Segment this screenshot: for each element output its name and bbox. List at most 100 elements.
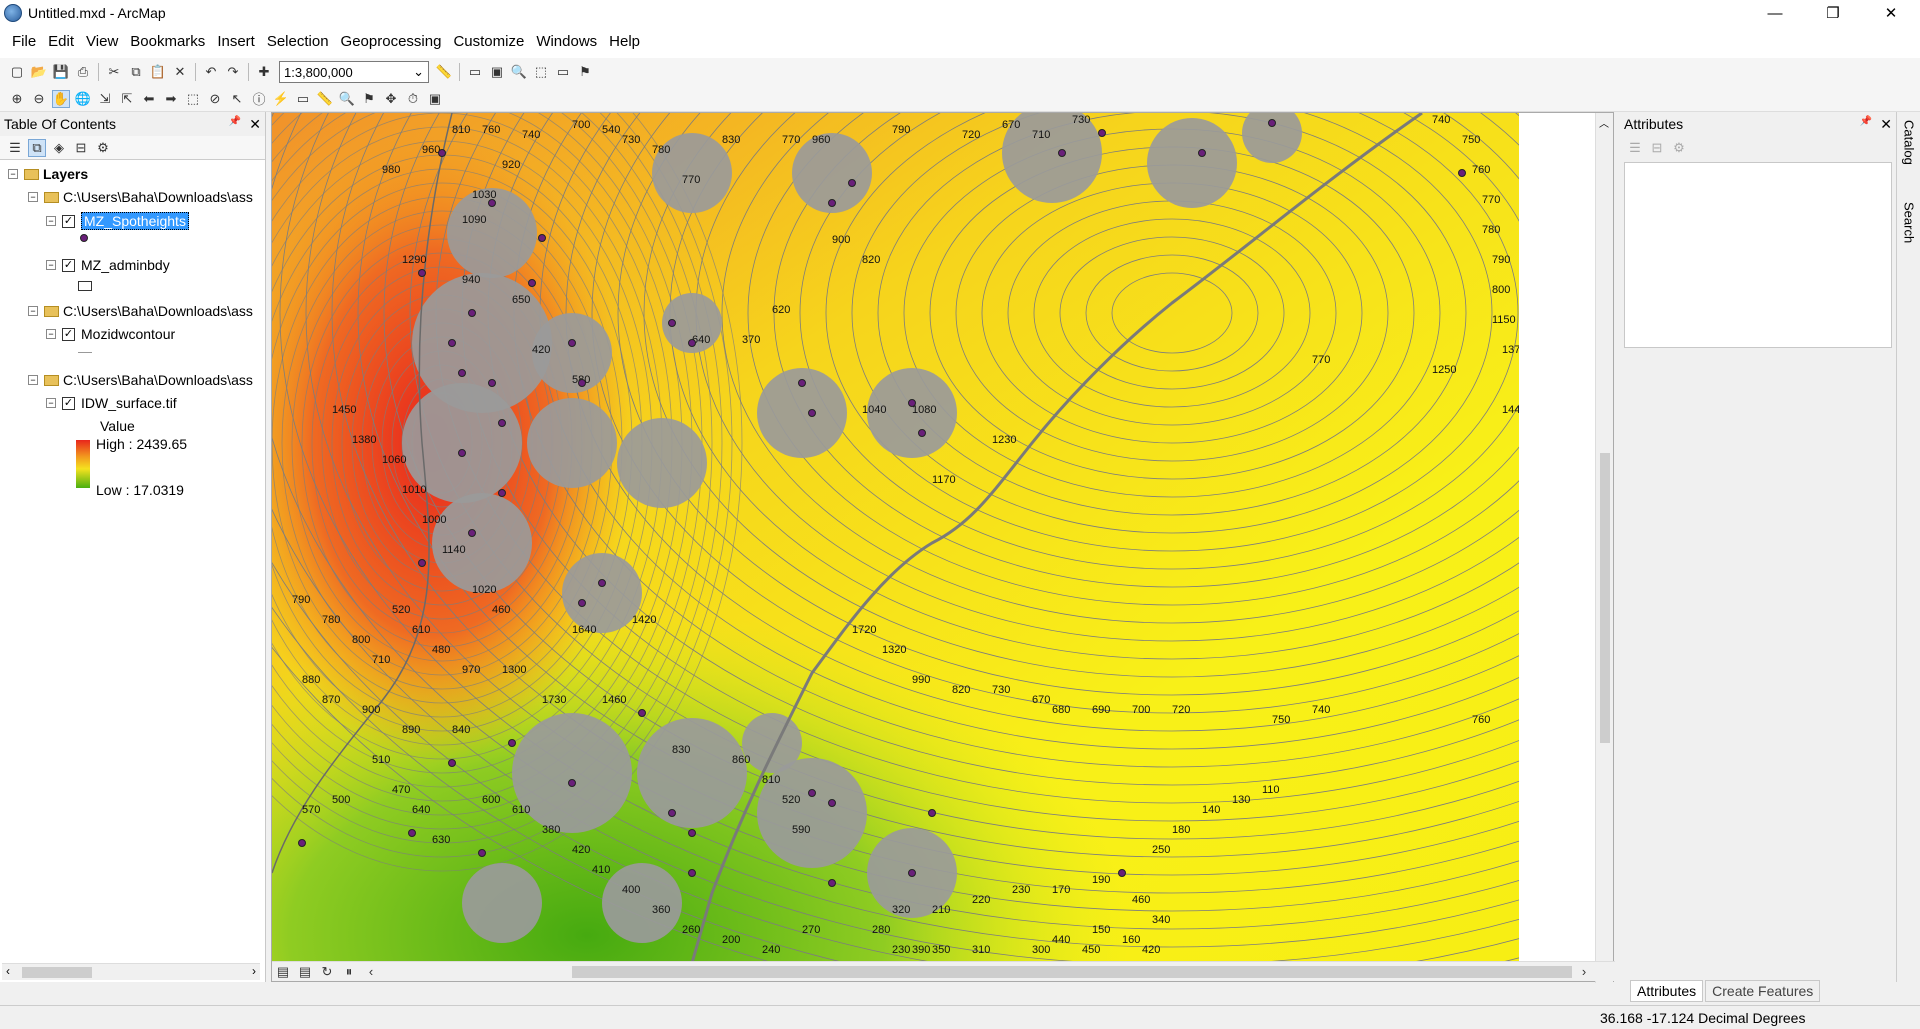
sort-attributes-icon[interactable]: ⊟: [1651, 140, 1663, 155]
source-folder-1[interactable]: − C:\Users\Baha\Downloads\ass: [28, 189, 253, 205]
scroll-left-icon[interactable]: ‹: [6, 964, 10, 978]
search-window-icon[interactable]: 🔍: [510, 64, 528, 79]
layer-name[interactable]: MZ_Spotheights: [81, 212, 189, 230]
scrollbar-thumb[interactable]: [572, 966, 1572, 978]
catalog-icon[interactable]: ▣: [490, 64, 504, 79]
layer-visibility-checkbox[interactable]: ✓: [62, 258, 75, 272]
attribute-options-icon[interactable]: ⚙: [1673, 140, 1685, 155]
zoom-out-icon[interactable]: ⊖: [33, 90, 45, 106]
hyperlink-icon[interactable]: ⚡: [272, 90, 290, 106]
menu-selection[interactable]: Selection: [266, 33, 329, 50]
measure-icon[interactable]: 📏: [316, 90, 334, 106]
map-view[interactable]: 980 960 810 760 740 920 1030 700 540 730 780 770 830…: [271, 112, 1615, 983]
collapse-icon[interactable]: −: [46, 260, 56, 270]
layout-view-icon[interactable]: ▤: [298, 963, 312, 979]
scroll-right-icon[interactable]: ›: [252, 964, 256, 978]
back-icon[interactable]: ⬅: [143, 90, 155, 106]
scrollbar-thumb[interactable]: [1600, 453, 1610, 743]
minimize-button[interactable]: —: [1767, 4, 1783, 22]
restore-button[interactable]: ❐: [1826, 5, 1840, 22]
modelbuilder-icon[interactable]: ⚑: [579, 64, 591, 79]
menu-customize[interactable]: Customize: [453, 33, 525, 50]
layers-root[interactable]: − Layers: [8, 166, 88, 182]
map-scale-dropdown[interactable]: 1:3,800,000 ⌄: [279, 61, 429, 83]
html-popup-icon[interactable]: ▭: [296, 90, 310, 106]
paste-icon[interactable]: 📋: [149, 64, 167, 79]
pan-icon[interactable]: ✋: [52, 89, 70, 108]
editor-icon[interactable]: 📏: [435, 64, 453, 79]
layer-name[interactable]: Mozidwcontour: [81, 326, 176, 342]
goto-xy-icon[interactable]: ✥: [385, 90, 397, 106]
scroll-up-icon[interactable]: ︿: [1599, 119, 1609, 130]
cut-icon[interactable]: ✂: [108, 64, 120, 79]
table-of-contents-icon[interactable]: ▭: [468, 64, 482, 79]
source-folder-2[interactable]: − C:\Users\Baha\Downloads\ass: [28, 303, 253, 319]
pin-icon[interactable]: 📌: [228, 115, 242, 127]
scroll-left-icon[interactable]: ‹: [368, 964, 374, 979]
line-symbol[interactable]: [78, 352, 92, 353]
collapse-icon[interactable]: −: [28, 375, 38, 385]
menu-view[interactable]: View: [86, 33, 119, 50]
point-symbol[interactable]: [80, 234, 88, 242]
menu-help[interactable]: Help: [609, 33, 641, 50]
list-by-selection-icon[interactable]: ⊟: [75, 139, 87, 155]
close-icon[interactable]: ✕: [249, 115, 261, 132]
layer-visibility-checkbox[interactable]: ✓: [62, 327, 75, 341]
source-folder-3[interactable]: − C:\Users\Baha\Downloads\ass: [28, 372, 253, 388]
collapse-icon[interactable]: −: [46, 329, 56, 339]
python-icon[interactable]: ▭: [556, 64, 570, 79]
layer-mz-spotheights[interactable]: − ✓ MZ_Spotheights: [46, 212, 189, 230]
fixed-zoom-in-icon[interactable]: ⇲: [99, 90, 111, 106]
pause-drawing-icon[interactable]: ⏸: [345, 963, 353, 979]
scrollbar-thumb[interactable]: [22, 967, 92, 978]
layer-mz-adminbdy[interactable]: − ✓ MZ_adminbdy: [46, 257, 170, 273]
data-view-icon[interactable]: ▤: [276, 963, 290, 979]
identify-icon[interactable]: ⓘ: [252, 92, 266, 107]
open-icon[interactable]: 📂: [30, 64, 48, 79]
close-button[interactable]: ✕: [1884, 5, 1898, 22]
attributes-tab[interactable]: Attributes: [1630, 980, 1704, 1002]
collapse-icon[interactable]: −: [8, 169, 18, 179]
create-features-tab[interactable]: Create Features: [1705, 980, 1821, 1002]
pin-icon[interactable]: 📌: [1859, 115, 1873, 127]
catalog-tab[interactable]: Catalog: [1899, 120, 1919, 165]
list-by-source-icon[interactable]: ⧉: [28, 138, 46, 157]
fixed-zoom-out-icon[interactable]: ⇱: [121, 90, 133, 106]
scroll-right-icon[interactable]: ›: [1581, 964, 1587, 979]
list-by-drawing-order-icon[interactable]: ☰: [9, 139, 21, 155]
delete-icon[interactable]: ✕: [174, 64, 186, 79]
toc-horizontal-scrollbar[interactable]: ‹ ›: [2, 963, 260, 980]
menu-windows[interactable]: Windows: [536, 33, 598, 50]
menu-geoprocessing[interactable]: Geoprocessing: [340, 33, 442, 50]
layer-mozidwcontour[interactable]: − ✓ Mozidwcontour: [46, 326, 175, 342]
layer-visibility-checkbox[interactable]: ✓: [62, 214, 75, 228]
refresh-icon[interactable]: ↻: [321, 963, 333, 979]
full-extent-icon[interactable]: 🌐: [74, 90, 92, 106]
layer-name[interactable]: IDW_surface.tif: [81, 395, 177, 411]
forward-icon[interactable]: ➡: [165, 90, 177, 106]
collapse-icon[interactable]: −: [28, 306, 38, 316]
find-icon[interactable]: 🔍: [338, 90, 356, 106]
map-vertical-scrollbar[interactable]: ︿ ﹀: [1595, 113, 1613, 983]
zoom-in-icon[interactable]: ⊕: [11, 90, 23, 106]
layer-idw-surface[interactable]: − ✓ IDW_surface.tif: [46, 395, 177, 411]
layer-name[interactable]: MZ_adminbdy: [81, 257, 170, 273]
toc-options-icon[interactable]: ⚙: [97, 139, 109, 155]
clear-selection-icon[interactable]: ⊘: [209, 90, 221, 106]
menu-bookmarks[interactable]: Bookmarks: [130, 33, 206, 50]
arctoolbox-icon[interactable]: ⬚: [534, 64, 548, 79]
undo-icon[interactable]: ↶: [205, 64, 217, 79]
collapse-icon[interactable]: −: [46, 216, 56, 226]
menu-insert[interactable]: Insert: [217, 33, 255, 50]
select-elements-icon[interactable]: ↖: [231, 90, 243, 106]
select-features-icon[interactable]: ⬚: [186, 90, 200, 106]
collapse-icon[interactable]: −: [46, 398, 56, 408]
add-data-icon[interactable]: ✚: [258, 64, 270, 79]
menu-edit[interactable]: Edit: [48, 33, 75, 50]
search-tab[interactable]: Search: [1899, 202, 1919, 243]
print-icon[interactable]: ⎙: [77, 64, 89, 79]
redo-icon[interactable]: ↷: [227, 64, 239, 79]
layer-visibility-checkbox[interactable]: ✓: [62, 396, 75, 410]
save-icon[interactable]: 💾: [52, 64, 70, 79]
